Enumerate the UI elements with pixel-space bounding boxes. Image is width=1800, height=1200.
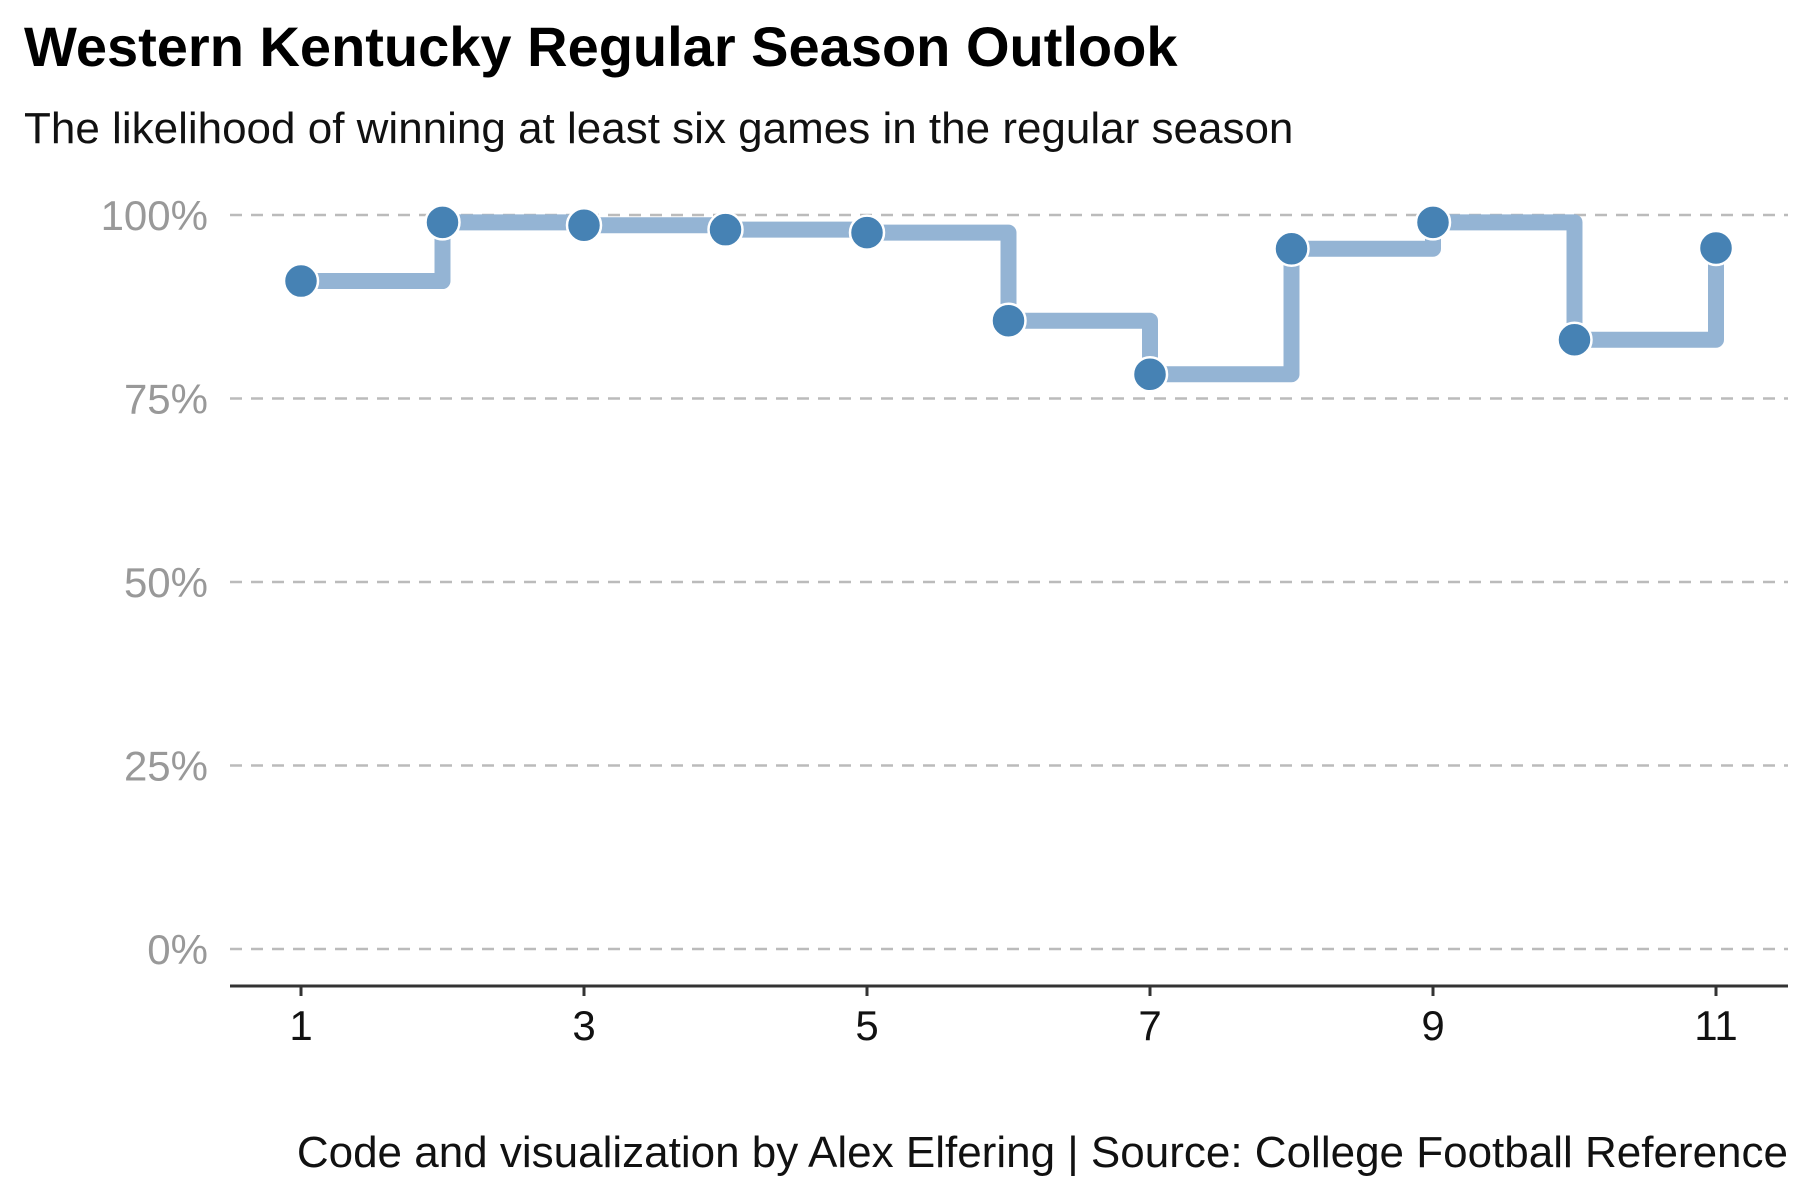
y-tick-label: 100% (101, 192, 208, 239)
data-point (282, 262, 320, 300)
chart-title: Western Kentucky Regular Season Outlook (24, 15, 1178, 78)
step-line (293, 214, 1724, 383)
chart-caption: Code and visualization by Alex Elfering … (296, 1128, 1788, 1177)
x-tick-label: 1 (289, 1002, 312, 1049)
x-tick-label: 11 (1694, 1002, 1738, 1049)
data-point (707, 211, 744, 248)
y-tick-label: 75% (124, 376, 208, 423)
x-tick-label: 7 (1138, 1002, 1161, 1049)
data-point (1131, 356, 1169, 393)
data-point (1697, 229, 1735, 267)
y-tick-label: 50% (124, 559, 208, 606)
data-point (1414, 204, 1452, 241)
y-tick-label: 0% (147, 926, 208, 973)
x-tick-label: 3 (572, 1002, 595, 1049)
data-point (1556, 321, 1593, 359)
data-point (1273, 230, 1310, 268)
y-tick-label: 25% (124, 743, 208, 790)
chart-subtitle: The likelihood of winning at least six g… (24, 104, 1294, 153)
data-point (424, 204, 461, 241)
data-point (990, 302, 1027, 339)
x-tick-label: 5 (855, 1002, 878, 1049)
data-point (565, 207, 603, 244)
data-point (848, 214, 886, 251)
x-tick-label: 9 (1421, 1002, 1444, 1049)
